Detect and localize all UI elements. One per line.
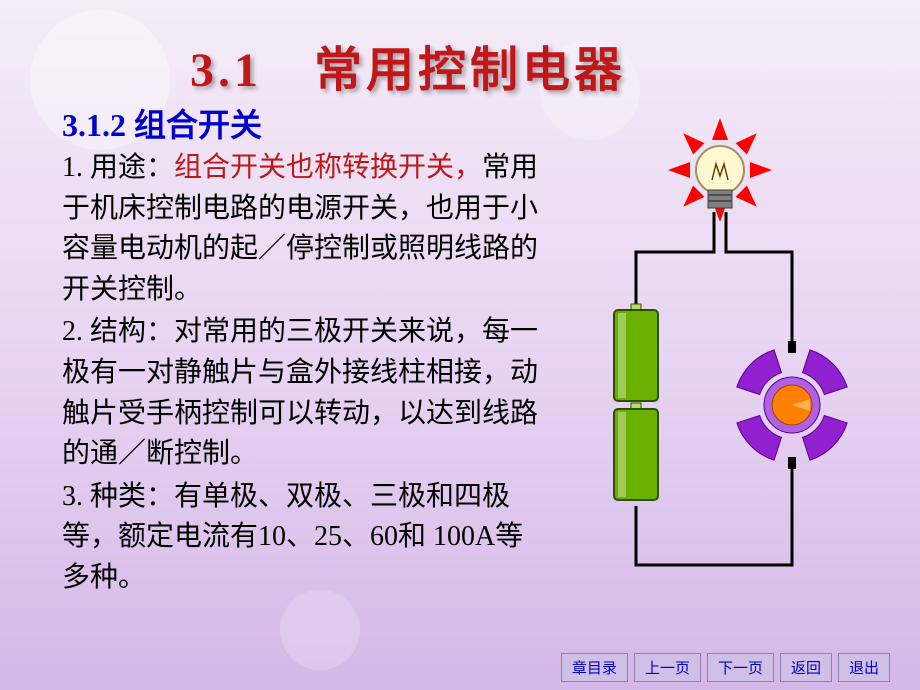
exit-button[interactable]: 退出: [838, 653, 890, 682]
content-body: 1. 用途：组合开关也称转换开关，常用于机床控制电路的电源开关，也用于小容量电动…: [62, 148, 542, 601]
nav-bar: 章目录 上一页 下一页 返回 退出: [561, 653, 890, 682]
bg-bubble: [280, 590, 360, 670]
section-title: 3.1.2 组合开关: [62, 100, 262, 146]
para-highlight: 组合开关也称转换开关，: [174, 152, 482, 183]
paragraph-usage: 1. 用途：组合开关也称转换开关，常用于机床控制电路的电源开关，也用于小容量电动…: [62, 148, 542, 310]
paragraph-structure: 2. 结构：对常用的三极开关来说，每一极有一对静触片与盒外接线柱相接，动触片受手…: [62, 312, 542, 474]
chapter-title: 3.1 常用控制电器: [190, 30, 626, 100]
paragraph-types: 3. 种类：有单极、双极、三极和四极等，额定电流有10、25、60和 100A等…: [62, 477, 542, 599]
para-lead: 1. 用途：: [62, 152, 174, 183]
circuit-diagram: [540, 110, 880, 590]
toc-button[interactable]: 章目录: [561, 653, 628, 682]
next-button[interactable]: 下一页: [707, 653, 774, 682]
back-button[interactable]: 返回: [780, 653, 832, 682]
prev-button[interactable]: 上一页: [634, 653, 701, 682]
